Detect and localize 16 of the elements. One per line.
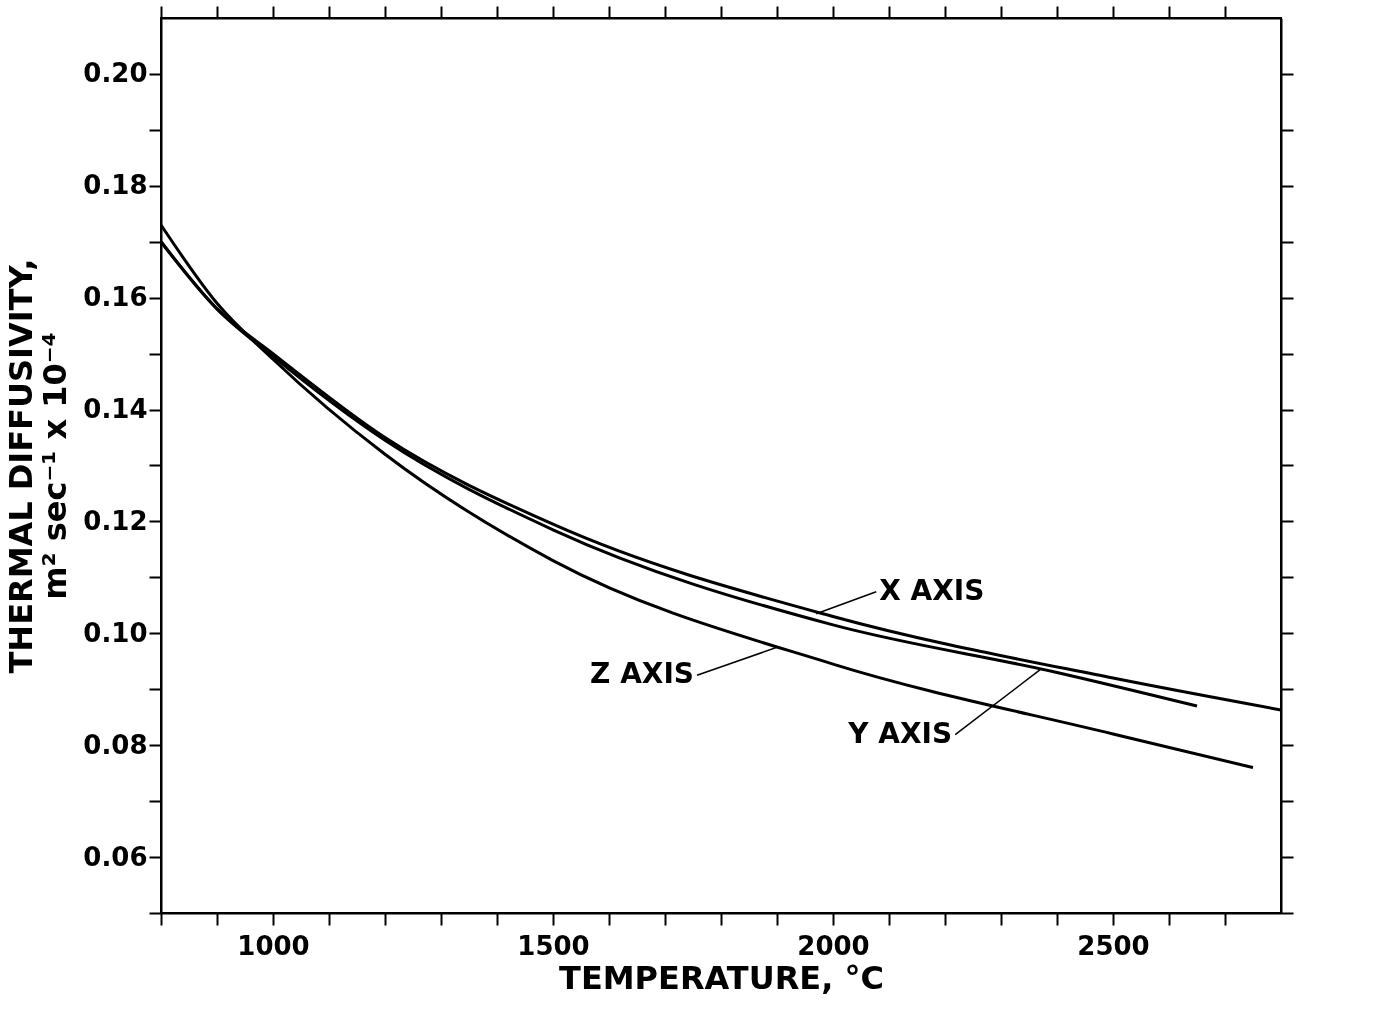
x-tick-label: 1500: [517, 930, 590, 961]
x-tick-label: 2000: [797, 930, 870, 961]
x-tick-label: 1000: [237, 930, 310, 961]
x-axis-title: TEMPERATURE, °C: [559, 958, 884, 997]
annotation: Y AXIS: [847, 716, 953, 750]
y-tick-label: 0.10: [83, 617, 148, 648]
y-tick-label: 0.12: [83, 505, 148, 536]
annotation: X AXIS: [879, 573, 985, 607]
y-tick-label: 0.16: [83, 282, 148, 313]
y-tick-label: 0.20: [83, 58, 148, 89]
y-tick-label: 0.14: [83, 394, 148, 425]
annotation: Z AXIS: [590, 657, 694, 691]
y-tick-label: 0.06: [83, 841, 148, 872]
x-tick-label: 2500: [1077, 930, 1150, 961]
y-tick-label: 0.08: [83, 729, 148, 760]
y-tick-label: 0.18: [83, 170, 148, 201]
